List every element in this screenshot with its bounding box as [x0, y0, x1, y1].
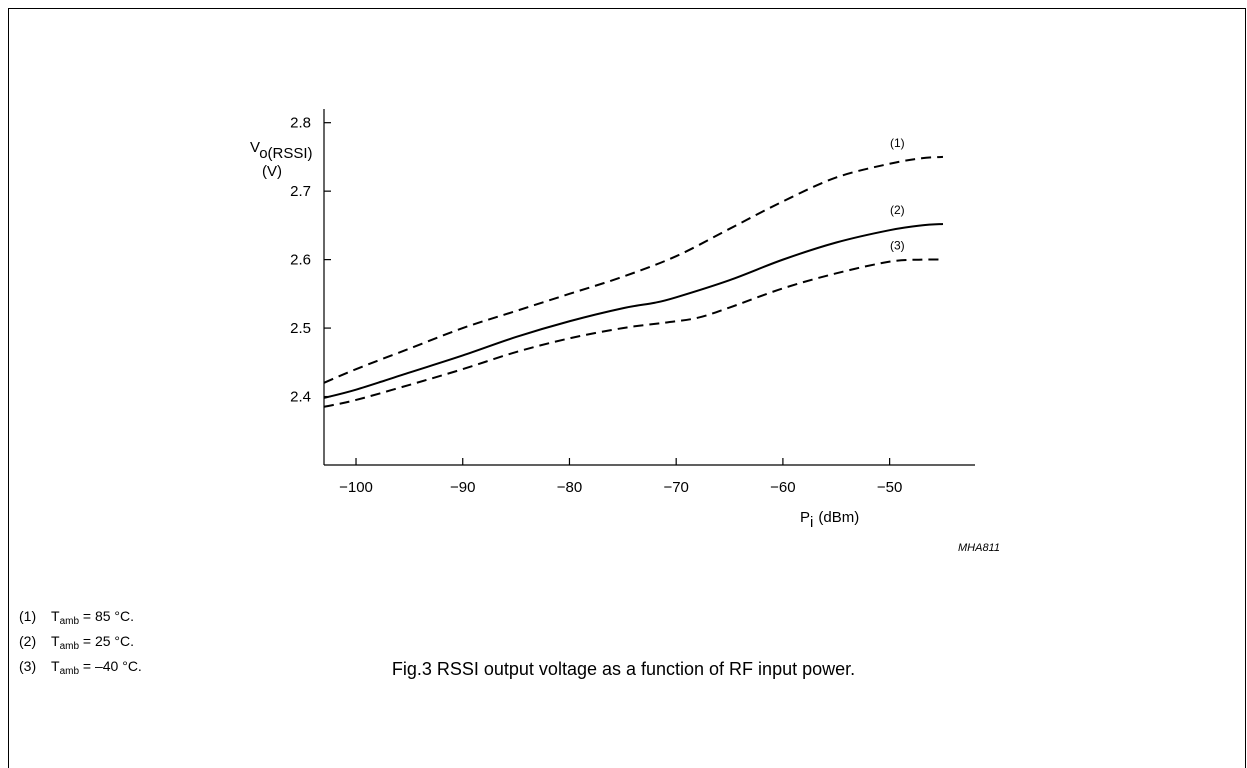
x-axis-label: Pi (dBm) — [800, 509, 859, 531]
series-line-3 — [323, 258, 943, 408]
x-tick-label: −100 — [339, 479, 373, 496]
x-tick-label: −70 — [663, 479, 688, 496]
figure-caption: Fig.3 RSSI output voltage as a function … — [391, 659, 856, 679]
y-axis-unit: (V) — [262, 163, 282, 180]
note-subscript: amb — [59, 616, 80, 627]
y-tick-label: 2.8 — [290, 115, 311, 132]
note-line-3: (3) Tamb = –40 °C. — [19, 655, 142, 680]
y-tick-label: 2.4 — [290, 389, 311, 406]
x-tick-label: −80 — [557, 479, 582, 496]
note-subscript: amb — [59, 641, 80, 652]
y-tick-label: 2.6 — [290, 252, 311, 269]
note-line-2: (2) Tamb = 25 °C. — [19, 630, 142, 655]
x-tick-label: −90 — [450, 479, 475, 496]
note-text: = –40 °C. — [79, 658, 142, 674]
series-line-2 — [323, 223, 944, 399]
y-tick-label: 2.7 — [290, 183, 311, 200]
rssi-chart: 2.4 2.5 2.6 2.7 2.8 −100 −90 −80 −70 −60 −50 (1) (2… — [250, 109, 1000, 554]
series-label-3: (3) — [890, 239, 905, 253]
note-line-1: (1) Tamb = 85 °C. — [19, 605, 142, 630]
note-number: (1) — [19, 608, 37, 624]
series-group: (1) (2) (3) — [323, 136, 944, 408]
x-tick-label: −50 — [877, 479, 902, 496]
x-tick-label: −60 — [770, 479, 795, 496]
note-symbol: T — [51, 633, 60, 649]
legend-notes: (1) Tamb = 85 °C. (2) Tamb = 25 °C. (3) Tamb … — [19, 605, 142, 680]
note-number: (3) — [19, 658, 37, 674]
note-symbol: T — [51, 608, 60, 624]
labels-group: Vo(RSSI) (V) Pi (dBm) MHA811 — [250, 139, 1000, 554]
note-symbol: T — [51, 658, 60, 674]
note-subscript: amb — [59, 666, 80, 677]
y-axis-label: Vo(RSSI) — [250, 139, 313, 162]
note-text: = 25 °C. — [79, 633, 135, 649]
series-label-1: (1) — [890, 136, 905, 150]
note-number: (2) — [19, 633, 37, 649]
series-line-1 — [323, 155, 944, 384]
y-tick-label: 2.5 — [290, 320, 311, 337]
figure-code: MHA811 — [958, 542, 1000, 554]
series-label-2: (2) — [890, 203, 905, 217]
axes: 2.4 2.5 2.6 2.7 2.8 −100 −90 −80 −70 −60 −50 — [290, 109, 975, 496]
figure-frame — [8, 8, 1246, 768]
note-text: = 85 °C. — [79, 608, 135, 624]
